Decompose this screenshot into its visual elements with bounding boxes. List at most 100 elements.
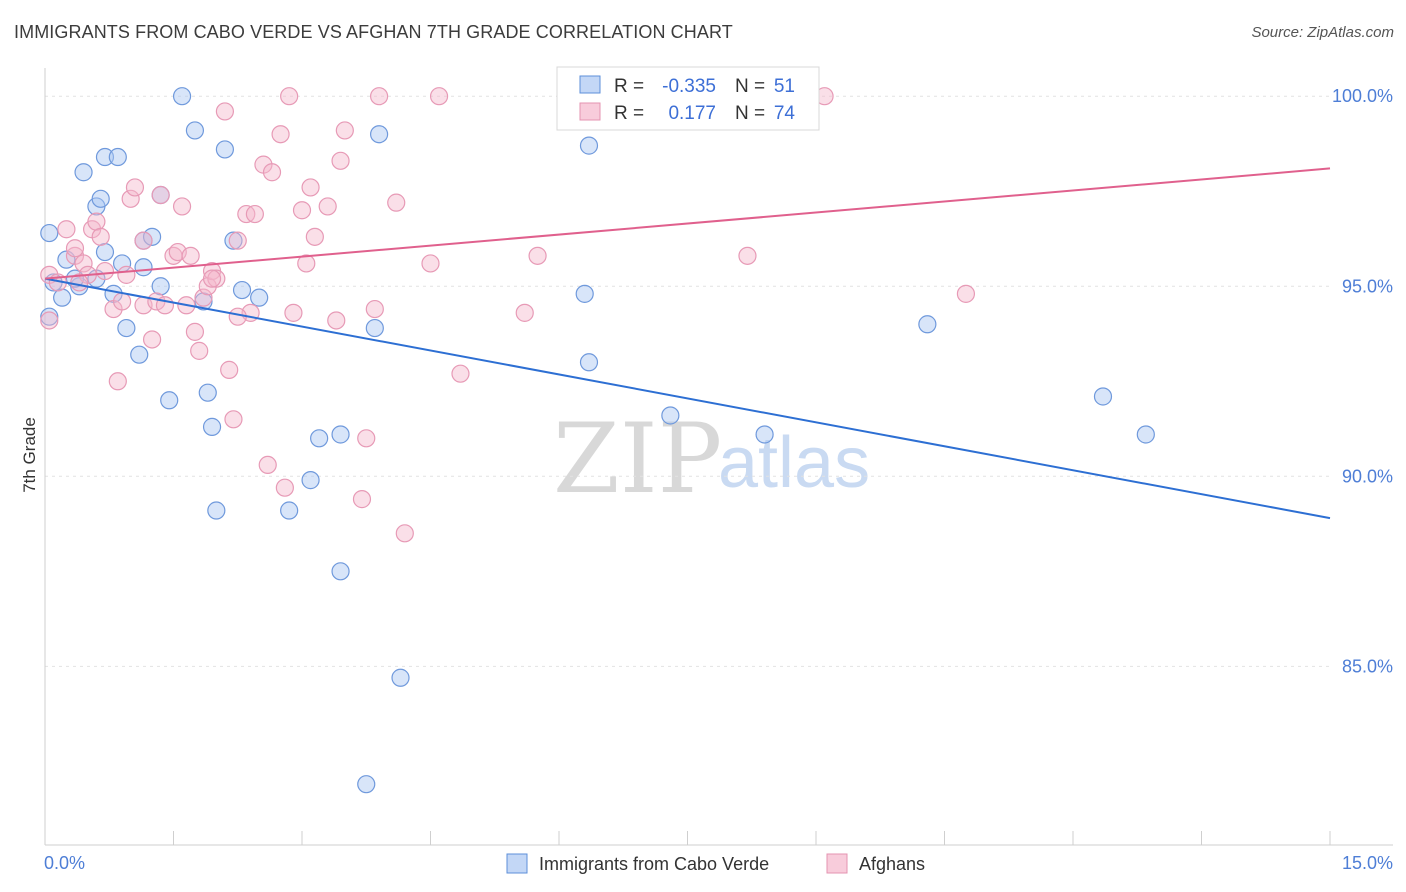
data-point xyxy=(74,163,93,182)
data-point xyxy=(172,197,192,216)
data-point xyxy=(185,121,205,140)
data-point xyxy=(245,204,264,224)
axes xyxy=(44,68,1393,846)
stats-box: R = -0.335 N = 51 R = 0.177 N = 74 xyxy=(556,66,820,131)
data-point xyxy=(370,87,389,106)
trend-line xyxy=(44,277,1331,520)
data-point xyxy=(331,151,350,170)
trend-line xyxy=(44,167,1331,280)
stats-n-label-2: N = xyxy=(735,103,765,124)
stats-r-label-2: R = xyxy=(614,103,644,124)
data-point xyxy=(318,197,337,216)
legend-label-afghans: Afghans xyxy=(859,854,925,874)
data-point xyxy=(956,284,976,303)
data-point xyxy=(301,471,320,490)
data-point xyxy=(310,429,329,448)
data-point xyxy=(53,288,72,307)
data-point xyxy=(357,429,376,448)
data-point xyxy=(40,223,59,243)
legend: Immigrants from Cabo Verde Afghans xyxy=(506,853,925,874)
data-point xyxy=(117,318,136,338)
data-point xyxy=(738,246,757,265)
y-tick-label: 100.0% xyxy=(1332,86,1393,106)
stats-n-value-2: 74 xyxy=(774,103,796,124)
data-point xyxy=(142,227,162,246)
data-point xyxy=(515,303,534,322)
data-point xyxy=(271,125,290,144)
data-point xyxy=(202,269,222,288)
data-point xyxy=(117,265,136,284)
x-tick-label-min: 0.0% xyxy=(44,853,85,873)
data-point xyxy=(160,391,179,410)
data-point xyxy=(112,292,132,311)
gridlines xyxy=(45,95,1330,667)
data-point xyxy=(301,178,320,197)
stats-swatch-afghans xyxy=(579,102,601,121)
data-point xyxy=(220,360,239,379)
data-point xyxy=(108,147,127,167)
data-point xyxy=(258,455,277,475)
stats-n-label-1: N = xyxy=(735,76,765,97)
data-point xyxy=(57,220,76,239)
data-point xyxy=(331,562,350,581)
data-point xyxy=(185,322,205,341)
data-point xyxy=(87,212,106,231)
data-point xyxy=(121,189,140,208)
data-point xyxy=(125,178,145,197)
data-point xyxy=(327,311,346,330)
data-point xyxy=(130,345,149,364)
data-point xyxy=(579,353,599,372)
data-point xyxy=(134,231,153,250)
watermark-zip: ZIP xyxy=(553,403,722,515)
watermark: ZIP atlas xyxy=(553,403,870,515)
data-point xyxy=(215,102,234,121)
data-point xyxy=(391,668,410,687)
data-point xyxy=(151,277,170,296)
data-point xyxy=(232,280,252,300)
data-point xyxy=(579,136,599,155)
watermark-atlas: atlas xyxy=(718,423,870,503)
data-point xyxy=(95,147,115,167)
data-point xyxy=(421,254,440,273)
data-point xyxy=(370,125,389,144)
y-tick-label: 95.0% xyxy=(1342,276,1393,296)
data-point xyxy=(918,315,937,334)
data-point xyxy=(387,193,406,212)
data-point xyxy=(224,231,243,250)
data-point xyxy=(755,425,774,444)
data-point xyxy=(142,330,162,349)
data-point xyxy=(292,201,312,220)
data-point xyxy=(1136,425,1155,444)
data-point xyxy=(335,121,354,140)
data-point xyxy=(365,318,384,338)
data-point xyxy=(297,254,316,273)
legend-label-cabo-verde: Immigrants from Cabo Verde xyxy=(539,854,769,874)
data-point xyxy=(1093,387,1113,406)
data-point xyxy=(207,269,226,288)
legend-swatch-cabo-verde xyxy=(506,853,528,874)
chart-source: Source: ZipAtlas.com xyxy=(1251,24,1394,41)
data-point xyxy=(172,87,192,106)
data-point xyxy=(305,227,324,246)
data-point xyxy=(198,383,217,402)
data-point xyxy=(262,163,282,182)
series-afghans xyxy=(40,87,976,543)
data-point xyxy=(224,410,243,429)
data-point xyxy=(91,227,110,246)
x-tick-label-max: 15.0% xyxy=(1342,853,1393,873)
data-point xyxy=(194,288,213,307)
data-point xyxy=(661,406,680,425)
legend-swatch-afghans xyxy=(826,853,848,874)
data-point xyxy=(357,775,376,794)
data-point xyxy=(207,501,226,520)
data-point xyxy=(352,490,372,509)
y-tick-label: 90.0% xyxy=(1342,466,1393,486)
y-axis-label: 7th Grade xyxy=(20,417,39,493)
data-point xyxy=(280,87,299,106)
tick-labels: 100.0% 95.0% 90.0% 85.0% 0.0% 15.0% xyxy=(44,86,1393,873)
data-point xyxy=(190,341,209,360)
data-point xyxy=(134,258,153,277)
data-point xyxy=(202,417,222,436)
data-point xyxy=(575,284,594,303)
